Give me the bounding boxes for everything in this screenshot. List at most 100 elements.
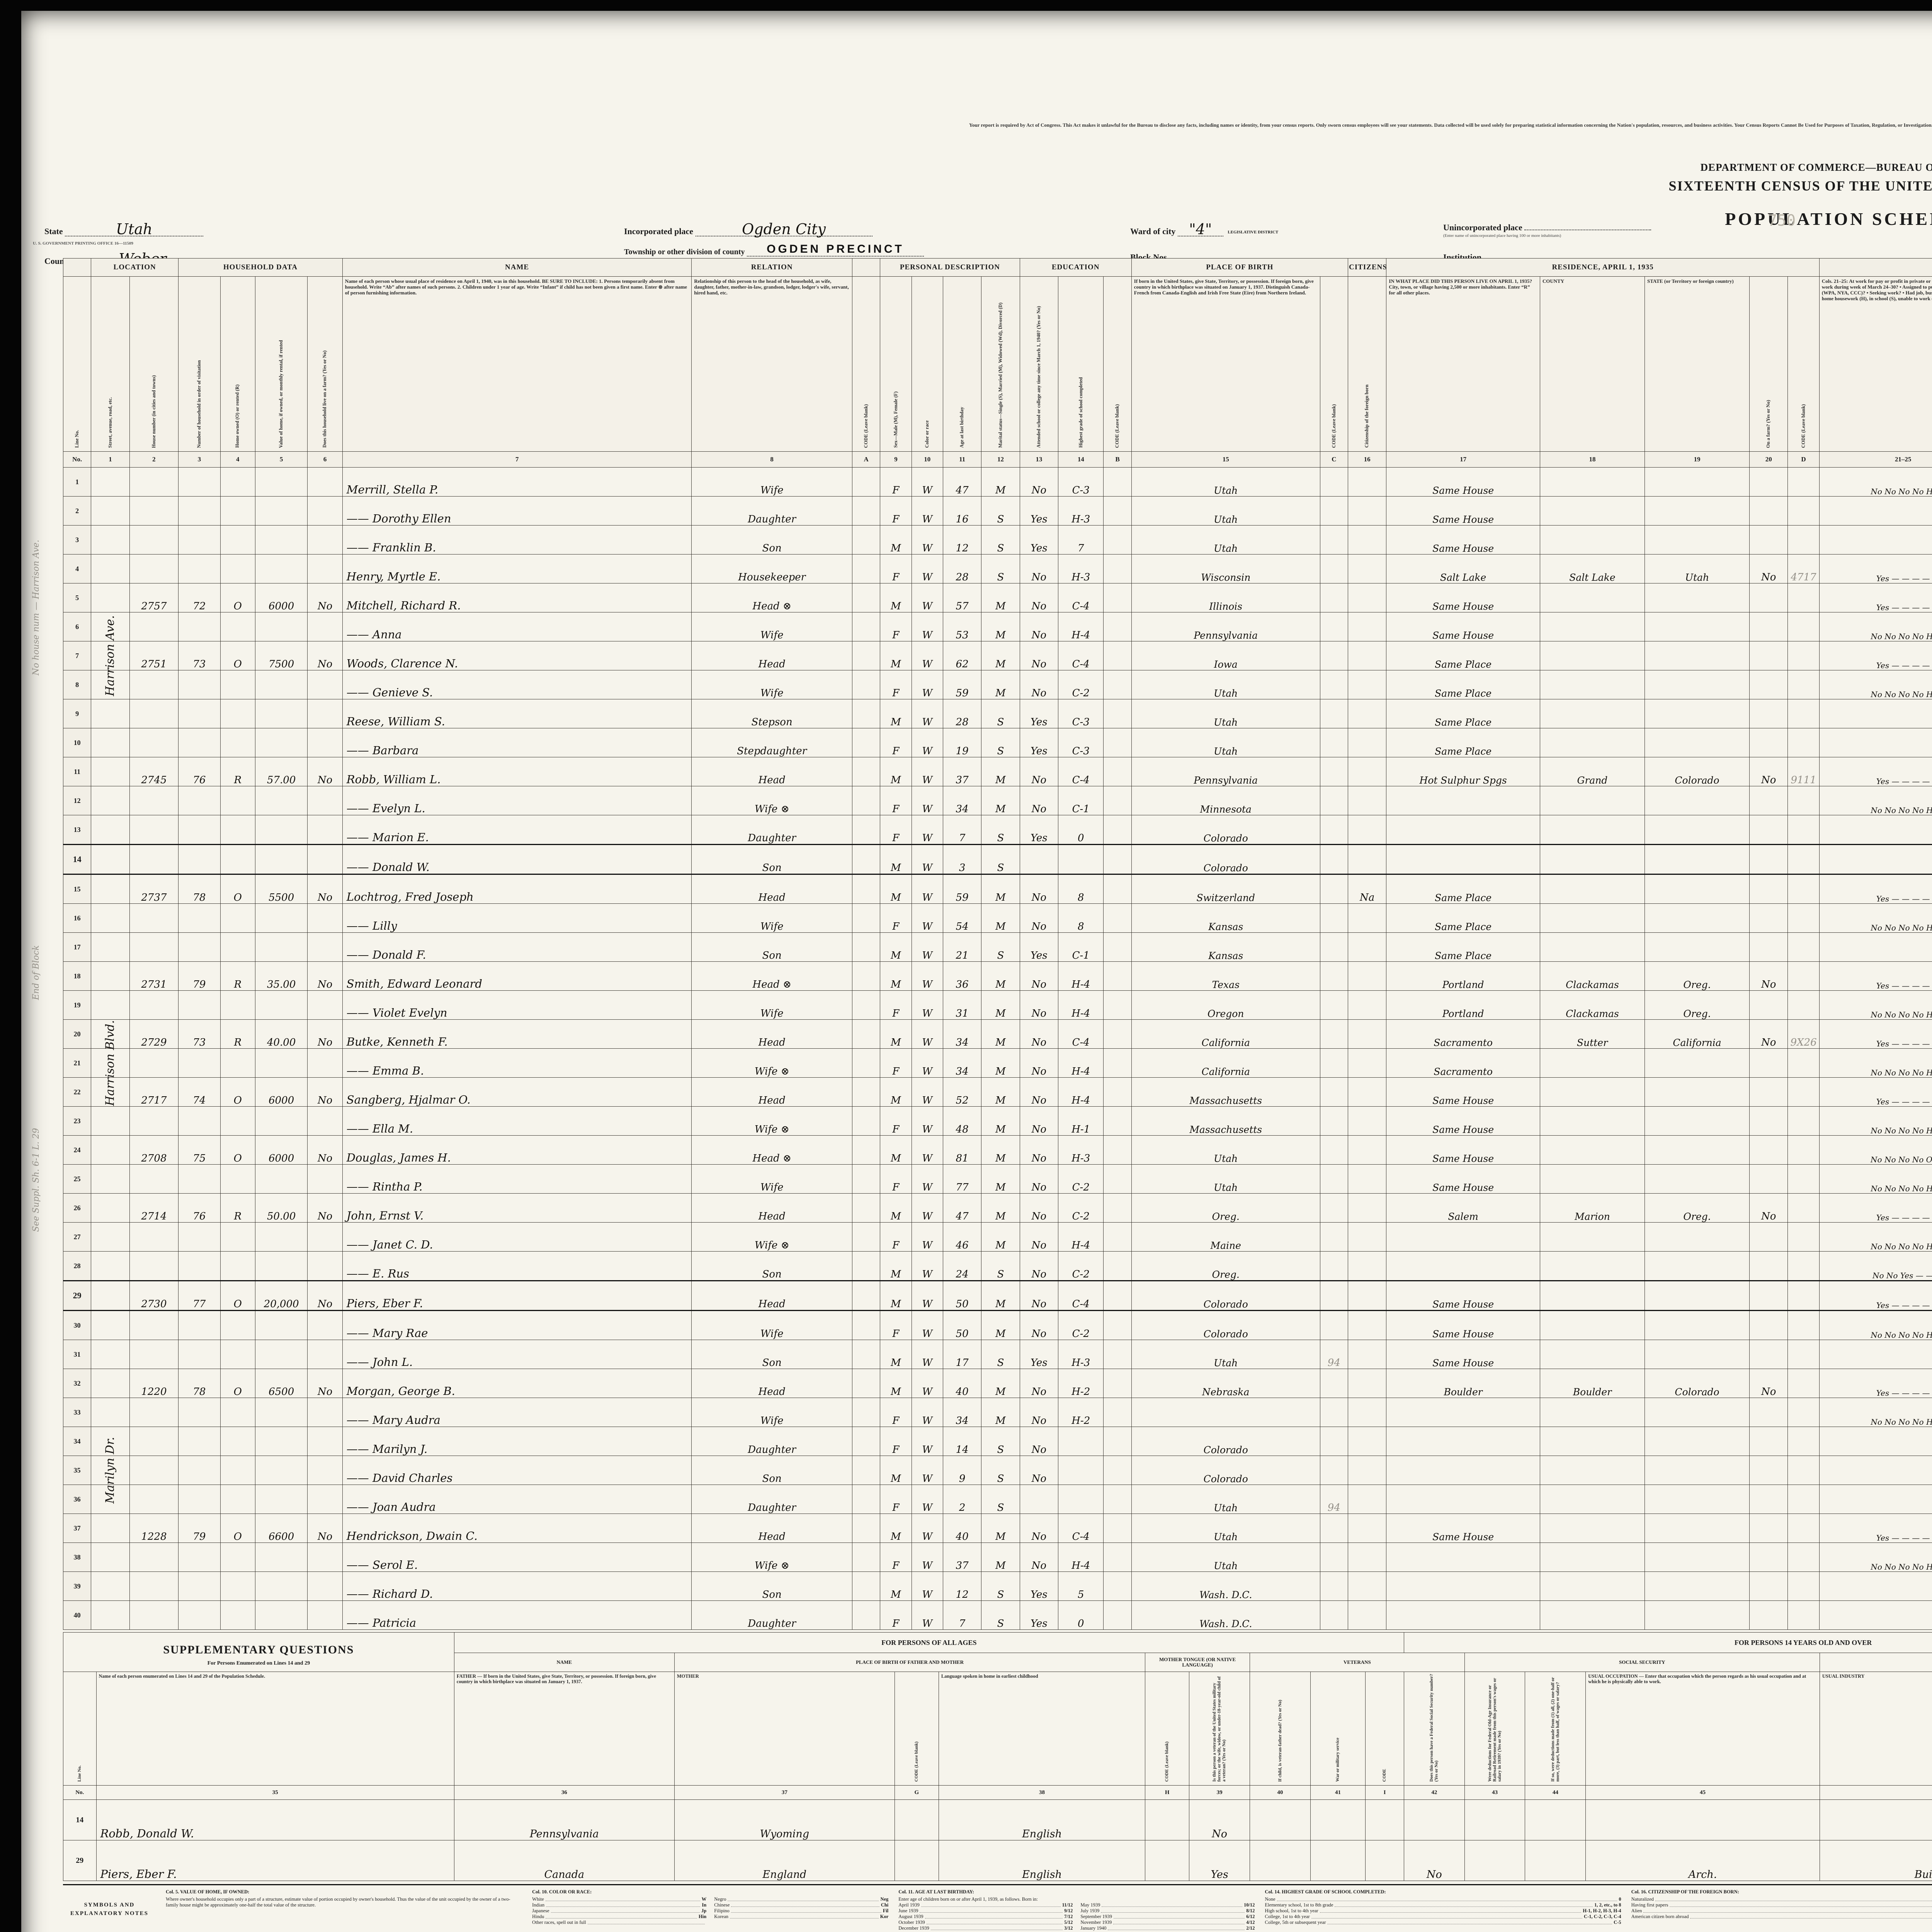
cell-sch: No <box>1019 874 1059 904</box>
census-title: SIXTEENTH CENSUS OF THE UNITED STATES: 1… <box>1668 178 1932 194</box>
cell-name: —— David Charles <box>342 1456 692 1485</box>
cell-val <box>255 1164 308 1194</box>
cell-age: 34 <box>942 1048 982 1078</box>
cell-ln_l: 12 <box>63 786 92 815</box>
cell-codeB <box>1103 1427 1132 1456</box>
cell-sex: F <box>880 1600 912 1630</box>
cell-mar: S <box>981 1251 1020 1281</box>
column-description-emp: Cols. 21–25: At work for pay or profit i… <box>1819 276 1932 452</box>
cell-hh <box>178 1456 221 1485</box>
column-number: 2 <box>129 451 179 468</box>
cell-cit <box>1347 1222 1387 1252</box>
cell-name: —— Donald W. <box>342 844 692 875</box>
cell-ln_l: 5 <box>63 583 92 612</box>
cell-rc <box>1386 1456 1540 1485</box>
cell-bp: Oreg. <box>1131 1193 1320 1223</box>
cell-farm <box>307 670 343 699</box>
suppl-cell-codeI <box>1365 1799 1404 1840</box>
column-description-sch: Attended school or college any time sinc… <box>1019 276 1059 452</box>
cell-sex: F <box>880 467 912 497</box>
cell-name: —— Violet Evelyn <box>342 990 692 1020</box>
cell-emp: No No Yes — — <box>1819 1251 1932 1281</box>
cell-codeC <box>1320 1222 1348 1252</box>
cell-codeD <box>1787 1427 1820 1456</box>
cell-rs <box>1644 1485 1750 1514</box>
cell-emp <box>1819 496 1932 526</box>
cell-emp: Yes — — — — <box>1819 1280 1932 1311</box>
cell-rc: Same House <box>1386 496 1540 526</box>
cell-emp: Yes — — — — <box>1819 1193 1932 1223</box>
cell-age: 46 <box>942 1222 982 1252</box>
cell-mar: M <box>981 1398 1020 1427</box>
cell-bp: Utah <box>1131 699 1320 728</box>
cell-sex: F <box>880 1310 912 1340</box>
supplementary-title: SUPPLEMENTARY QUESTIONS For Persons Enume… <box>63 1632 454 1672</box>
cell-sex: F <box>880 903 912 933</box>
cell-cit <box>1347 1193 1387 1223</box>
cell-race: W <box>911 1485 943 1514</box>
cell-rel: Wife <box>691 1310 852 1340</box>
cell-val <box>255 554 308 583</box>
cell-hh <box>178 670 221 699</box>
cell-rel: Stepdaughter <box>691 728 852 757</box>
cell-own <box>220 1571 255 1601</box>
cell-sch: No <box>1019 786 1059 815</box>
cell-rel: Head <box>691 1193 852 1223</box>
cell-codeA <box>852 1456 881 1485</box>
cell-codeB <box>1103 467 1132 497</box>
cell-rk <box>1539 1280 1645 1311</box>
cell-age: 47 <box>942 1193 982 1223</box>
column-number: B <box>1103 451 1132 468</box>
cell-sch: No <box>1019 903 1059 933</box>
cell-gr: C-2 <box>1058 1193 1104 1223</box>
cell-codeC <box>1320 583 1348 612</box>
cell-rk <box>1539 699 1645 728</box>
cell-mar: M <box>981 874 1020 904</box>
cell-hn <box>129 1106 179 1136</box>
cell-bp: Texas <box>1131 961 1320 991</box>
suppl-cell-codeG <box>894 1799 939 1840</box>
cell-hh <box>178 554 221 583</box>
cell-codeD <box>1787 1485 1820 1514</box>
cell-farm <box>307 1600 343 1630</box>
cell-name: Robb, William L. <box>342 757 692 786</box>
cell-rel: Head ⊗ <box>691 961 852 991</box>
cell-hh <box>178 496 221 526</box>
cell-rc: Sacramento <box>1386 1019 1540 1049</box>
cell-ln_l: 17 <box>63 932 92 962</box>
cell-codeD <box>1787 583 1820 612</box>
cell-gr: H-4 <box>1058 1543 1104 1572</box>
cell-rf: No <box>1749 1019 1788 1049</box>
cell-age: 53 <box>942 612 982 641</box>
cell-codeD <box>1787 525 1820 554</box>
cell-val <box>255 1048 308 1078</box>
cell-farm <box>307 1048 343 1078</box>
cell-age: 3 <box>942 844 982 875</box>
suppl-subgroup-header: SOCIAL SECURITY <box>1464 1653 1820 1672</box>
cell-rel: Head ⊗ <box>691 583 852 612</box>
cell-val <box>255 728 308 757</box>
cell-name: —— Mary Rae <box>342 1310 692 1340</box>
cell-gr: C-2 <box>1058 1164 1104 1194</box>
cell-own <box>220 496 255 526</box>
cell-race: W <box>911 757 943 786</box>
cell-own: R <box>220 1019 255 1049</box>
cell-own <box>220 1222 255 1252</box>
cell-age: 28 <box>942 699 982 728</box>
cell-hn <box>129 1398 179 1427</box>
cell-hn <box>129 525 179 554</box>
cell-rs: Oreg. <box>1644 990 1750 1020</box>
cell-sch: No <box>1019 554 1059 583</box>
cell-sch: No <box>1019 961 1059 991</box>
cell-codeD <box>1787 1193 1820 1223</box>
cell-rc: Portland <box>1386 961 1540 991</box>
suppl-col-desc-v39: Is this person a veteran of the United S… <box>1189 1672 1250 1786</box>
suppl-column-number: 46 <box>1819 1785 1932 1800</box>
cell-codeC <box>1320 496 1348 526</box>
cell-cit <box>1347 1398 1387 1427</box>
cell-cit <box>1347 1106 1387 1136</box>
suppl-cell-tongue: English <box>938 1799 1146 1840</box>
cell-own: O <box>220 1077 255 1107</box>
cell-val: 6600 <box>255 1514 308 1543</box>
cell-sch: No <box>1019 1222 1059 1252</box>
